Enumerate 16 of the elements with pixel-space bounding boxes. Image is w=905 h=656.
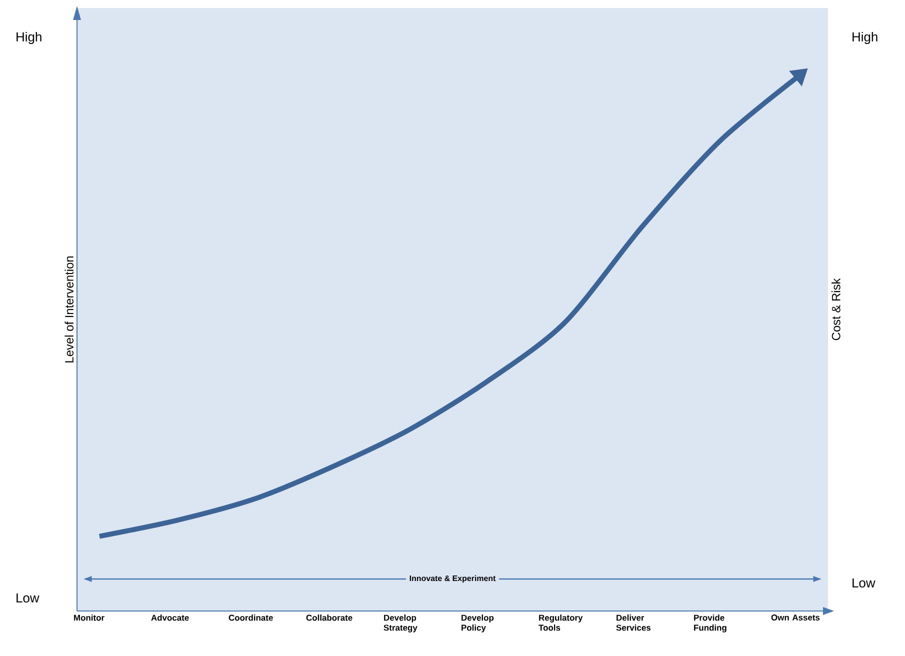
x-tick-label: Monitor bbox=[74, 614, 104, 621]
x-tick-label: Deliver Services bbox=[616, 614, 650, 631]
y-axis-title: Level of Intervention bbox=[64, 256, 74, 362]
text: Low bbox=[852, 578, 876, 588]
y2-axis-title: Cost & Risk bbox=[832, 278, 840, 340]
x-tick-label: Collaborate bbox=[306, 614, 352, 621]
text: High bbox=[16, 32, 42, 44]
x-tick-label: Develop Strategy bbox=[384, 614, 418, 632]
x-tick-label: Regulatory Tools bbox=[538, 614, 583, 631]
x-tick-label: Advocate bbox=[151, 614, 189, 621]
x-tick-label: Coordinate bbox=[228, 614, 273, 621]
x-tick-label: Provide Funding bbox=[694, 614, 726, 632]
text: Low bbox=[16, 593, 40, 602]
x-tick-label: Own Assets bbox=[771, 614, 820, 620]
text: High bbox=[852, 32, 878, 44]
x-tick-label: Develop Policy bbox=[462, 614, 494, 632]
